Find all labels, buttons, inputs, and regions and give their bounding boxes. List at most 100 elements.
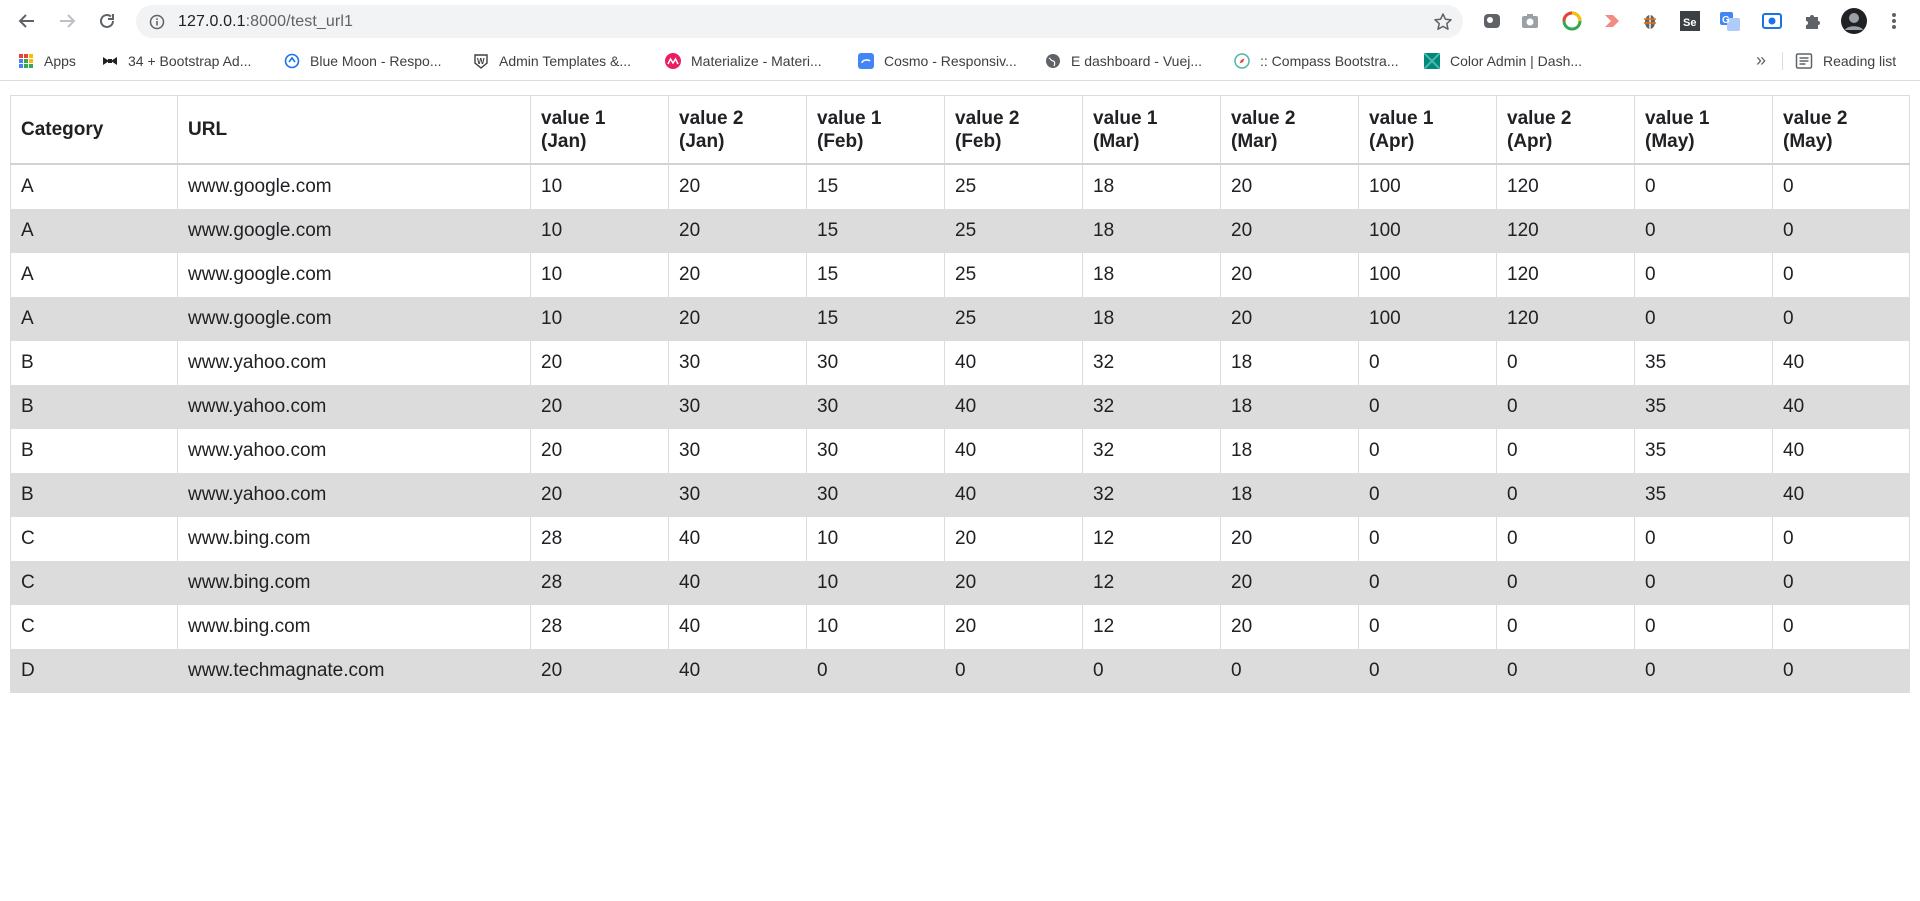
bookmarks-bar: Apps 34 + Bootstrap Ad... Blue Moon - Re… <box>0 42 1920 81</box>
table-cell-value-2-feb: 20 <box>944 605 1083 649</box>
reload-button[interactable] <box>94 8 120 34</box>
column-header-line2: (Feb) <box>817 130 864 152</box>
table-cell-value-1-feb: 30 <box>806 385 945 429</box>
table-cell-value-2-feb: 25 <box>944 253 1083 297</box>
bowtie-icon <box>103 57 117 65</box>
table-cell-value-2-jan: 20 <box>668 209 807 253</box>
table-cell-value-2-may: 0 <box>1772 297 1910 341</box>
bookmark-blue-moon[interactable]: Blue Moon - Respo... <box>284 52 442 70</box>
column-header-line1: URL <box>188 119 228 140</box>
url-text[interactable]: 127.0.0.1:8000/test_url1 <box>178 13 353 31</box>
column-header-line2: (Apr) <box>1507 130 1553 152</box>
bookmark-materialize[interactable]: Materialize - Materi... <box>665 52 822 70</box>
table-cell-category: B <box>10 341 178 385</box>
column-header-line1: value 2 <box>1231 107 1296 129</box>
table-cell-value-2-apr: 0 <box>1496 473 1635 517</box>
table-cell-value-1-may: 0 <box>1634 517 1773 561</box>
reload-icon <box>100 13 114 28</box>
table-cell-value-2-feb: 20 <box>944 517 1083 561</box>
extensions-puzzle-icon[interactable] <box>1800 9 1824 33</box>
table-cell-value-1-may: 0 <box>1634 164 1773 209</box>
table-cell-url: www.yahoo.com <box>177 385 531 429</box>
table-cell-value-1-jan: 28 <box>530 605 669 649</box>
table-cell-value-2-feb: 40 <box>944 429 1083 473</box>
table-cell-value-1-mar: 32 <box>1082 341 1221 385</box>
table-cell-url: www.bing.com <box>177 561 531 605</box>
bookmark-label: Admin Templates &... <box>499 53 632 69</box>
table-cell-value-1-mar: 32 <box>1082 473 1221 517</box>
column-header-line2: (May) <box>1645 130 1695 152</box>
table-cell-value-1-apr: 0 <box>1358 561 1497 605</box>
bookmark-star-icon[interactable] <box>1433 12 1453 32</box>
bookmark-admin-templates[interactable]: W Admin Templates &... <box>473 52 631 70</box>
table-cell-value-1-feb: 0 <box>806 649 945 693</box>
table-cell-value-1-mar: 18 <box>1082 164 1221 209</box>
table-cell-value-2-jan: 20 <box>668 164 807 209</box>
materialize-icon <box>665 53 681 69</box>
table-cell-value-2-mar: 20 <box>1220 297 1359 341</box>
back-button[interactable] <box>14 8 40 34</box>
forward-button[interactable] <box>54 8 80 34</box>
table-cell-value-2-apr: 0 <box>1496 605 1635 649</box>
table-cell-category: C <box>10 605 178 649</box>
bookmark-color-admin[interactable]: Color Admin | Dash... <box>1424 52 1582 70</box>
menu-kebab-icon[interactable] <box>1882 9 1906 33</box>
extension-cookie-icon[interactable] <box>1480 9 1504 33</box>
table-cell-value-1-feb: 15 <box>806 297 945 341</box>
table-cell-value-1-jan: 10 <box>530 297 669 341</box>
bookmarks-overflow-button[interactable]: » <box>1756 50 1767 70</box>
table-cell-category: B <box>10 385 178 429</box>
table-cell-value-1-mar: 32 <box>1082 385 1221 429</box>
table-cell-url: www.yahoo.com <box>177 341 531 385</box>
table-cell-value-2-may: 0 <box>1772 605 1910 649</box>
column-header-line2: (Feb) <box>955 130 1002 152</box>
url-host: 127.0.0.1 <box>178 13 246 30</box>
bookmark-apps[interactable]: Apps <box>18 52 76 70</box>
extension-translate-icon[interactable]: G <box>1718 9 1742 33</box>
table-cell-category: A <box>10 297 178 341</box>
column-header-line2: (Jan) <box>541 130 587 152</box>
table-cell-value-2-jan: 40 <box>668 561 807 605</box>
column-header-value-1-may: value 1 (May) <box>1634 95 1773 165</box>
table-cell-value-2-apr: 120 <box>1496 209 1635 253</box>
table-cell-value-2-jan: 40 <box>668 517 807 561</box>
table-cell-value-2-apr: 0 <box>1496 517 1635 561</box>
table-cell-value-1-apr: 100 <box>1358 164 1497 209</box>
table-cell-category: D <box>10 649 178 693</box>
bookmark-cosmo[interactable]: Cosmo - Responsiv... <box>858 52 1017 70</box>
bookmark-e-dashboard[interactable]: E dashboard - Vuej... <box>1045 52 1202 70</box>
table-cell-url: www.google.com <box>177 164 531 209</box>
table-cell-value-2-feb: 40 <box>944 473 1083 517</box>
extension-video-icon[interactable] <box>1600 9 1624 33</box>
profile-avatar[interactable] <box>1840 7 1868 35</box>
table-cell-value-1-jan: 10 <box>530 209 669 253</box>
browser-toolbar: 127.0.0.1:8000/test_url1 Se G <box>0 0 1920 42</box>
table-cell-value-1-mar: 18 <box>1082 297 1221 341</box>
bookmark-bootstrap-admin[interactable]: 34 + Bootstrap Ad... <box>102 52 251 70</box>
extension-camera-icon[interactable] <box>1518 9 1542 33</box>
column-header-value-1-mar: value 1 (Mar) <box>1082 95 1221 165</box>
table-cell-value-1-feb: 10 <box>806 561 945 605</box>
extension-selenium-icon[interactable]: Se <box>1678 9 1702 33</box>
extension-bug-icon[interactable] <box>1638 9 1662 33</box>
reading-list-button[interactable]: Reading list <box>1795 52 1896 70</box>
table-cell-value-2-jan: 30 <box>668 429 807 473</box>
table-cell-value-2-mar: 20 <box>1220 209 1359 253</box>
table-cell-value-2-jan: 40 <box>668 649 807 693</box>
column-header-line2: (Mar) <box>1093 130 1140 152</box>
extension-screen-record-icon[interactable] <box>1760 9 1784 33</box>
table-cell-value-1-may: 35 <box>1634 385 1773 429</box>
bookmark-compass[interactable]: :: Compass Bootstra... <box>1234 52 1399 70</box>
address-bar[interactable]: 127.0.0.1:8000/test_url1 <box>136 5 1463 38</box>
info-icon[interactable] <box>149 14 165 30</box>
column-header-line1: value 2 <box>1783 107 1848 129</box>
table-cell-value-1-jan: 20 <box>530 649 669 693</box>
extension-google-lens-icon[interactable] <box>1560 9 1584 33</box>
